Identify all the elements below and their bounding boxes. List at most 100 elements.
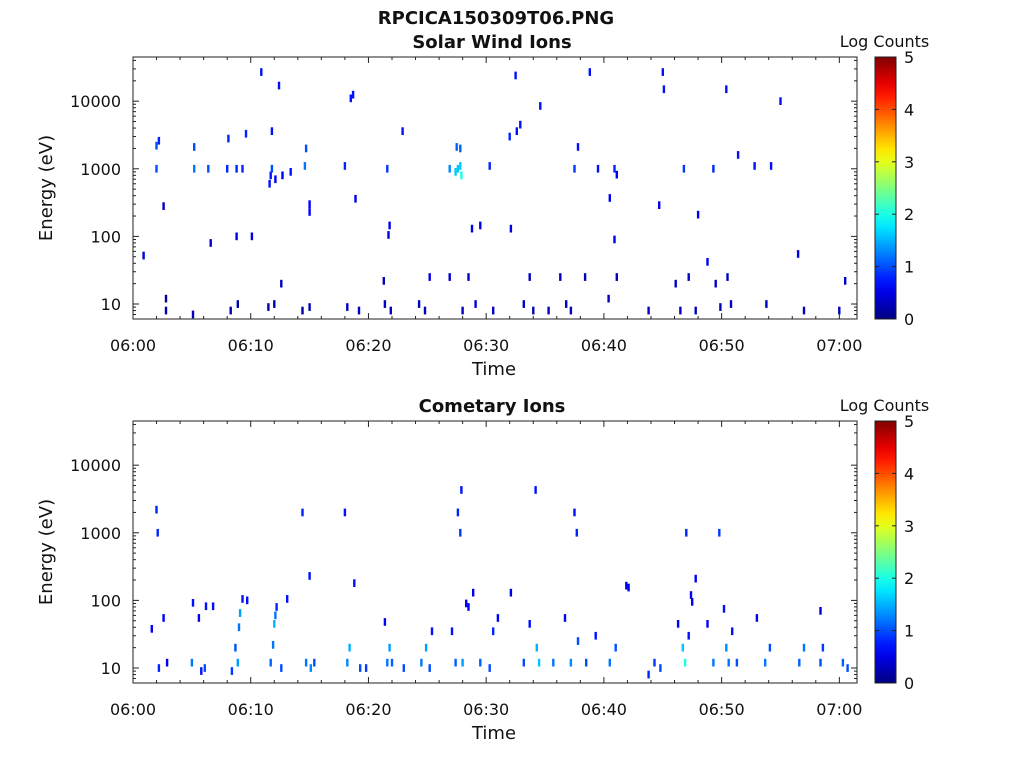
y-axis-label: Energy (eV): [36, 499, 57, 605]
heatmap-cell: [585, 658, 588, 667]
heatmap-cell: [683, 658, 687, 667]
heatmap-cell: [273, 620, 276, 628]
heatmap-cell: [274, 611, 277, 620]
heatmap-cell: [731, 627, 734, 636]
heatmap-cell: [193, 143, 196, 151]
heatmap-cell: [687, 631, 690, 640]
x-tick-label: 06:30: [463, 336, 509, 355]
heatmap-cell: [428, 273, 431, 281]
x-tick-label: 06:10: [228, 336, 274, 355]
plot-frame: [132, 56, 858, 320]
heatmap-cell: [658, 201, 661, 209]
x-axis-label: Time: [471, 359, 516, 380]
heatmap-cell: [456, 164, 460, 173]
heatmap-cell: [390, 658, 394, 667]
heatmap-cell: [313, 658, 316, 667]
panel-title: Cometary Ions: [419, 396, 566, 417]
heatmap-cell: [537, 658, 541, 667]
heatmap-cell: [725, 643, 728, 652]
colorbar-tick-label: 1: [904, 622, 914, 641]
heatmap-cell: [573, 164, 576, 173]
heatmap-cell: [269, 658, 272, 667]
colorbar-tick-label: 2: [904, 205, 914, 224]
heatmap-cell: [474, 300, 477, 308]
heatmap-cell: [718, 528, 721, 537]
heatmap-cell: [674, 279, 677, 288]
heatmap-cell: [204, 602, 208, 611]
colorbar-tick-label: 4: [904, 464, 914, 483]
y-axis: 10 100 1000 10000: [70, 59, 857, 320]
heatmap-cell: [236, 658, 239, 667]
heatmap-cell: [470, 224, 474, 233]
colorbar-label: Log Counts: [840, 32, 930, 51]
heatmap-cell: [191, 599, 195, 607]
heatmap-cell: [343, 162, 347, 170]
heatmap-cell: [454, 168, 457, 176]
heatmap-cell: [162, 614, 165, 622]
heatmap-cell: [417, 300, 421, 308]
heatmap-cell: [155, 164, 158, 173]
heatmap-cell: [308, 303, 311, 311]
heatmap-cell: [364, 664, 368, 672]
heatmap-cell: [301, 306, 304, 315]
heatmap-cell: [712, 164, 715, 173]
heatmap-cell: [547, 306, 550, 315]
heatmap-cell: [706, 620, 709, 628]
heatmap-cell: [289, 168, 292, 176]
colorbar-label: Log Counts: [840, 396, 930, 415]
heatmap-cell: [522, 658, 525, 667]
heatmap-cell: [647, 306, 650, 315]
heatmap-cell: [614, 643, 617, 652]
heatmap-cell: [725, 85, 728, 94]
heatmap-cell: [238, 609, 242, 617]
heatmap-cell: [627, 583, 630, 592]
heatmap-cell: [423, 306, 427, 315]
heatmap-cell: [280, 664, 283, 672]
colorbar-tick-label: 1: [904, 258, 914, 277]
heatmap-cell: [382, 277, 385, 285]
heatmap-cell: [448, 273, 451, 281]
panel-title: Solar Wind Ions: [412, 32, 571, 53]
heatmap-cell: [736, 151, 740, 159]
heatmap-cell: [268, 179, 271, 188]
heatmap-cell: [164, 306, 168, 315]
heatmap-cell: [479, 221, 482, 230]
y-axis: 10 100 1000 10000: [70, 423, 857, 684]
heatmap-cell: [719, 303, 722, 311]
x-tick-label: 06:50: [699, 700, 745, 719]
heatmap-cell: [155, 505, 158, 514]
y-tick-label: 10000: [70, 456, 121, 475]
heatmap-cell: [679, 306, 682, 315]
heatmap-cell: [456, 508, 460, 517]
heatmap-cell: [346, 303, 349, 311]
heatmap-cell: [509, 224, 513, 233]
heatmap-cells: [150, 486, 849, 679]
heatmap-cell: [155, 141, 158, 150]
heatmap-cell: [383, 300, 387, 308]
heatmap-cell: [694, 574, 697, 583]
heatmap-cell: [165, 658, 169, 667]
heatmap-cell: [164, 294, 168, 303]
heatmap-cell: [522, 300, 525, 308]
heatmap-cell: [200, 667, 203, 675]
y-tick-label: 100: [90, 227, 121, 246]
heatmap-cell: [349, 94, 352, 103]
heatmap-cell: [539, 102, 542, 110]
heatmap-cell: [275, 603, 278, 611]
heatmap-cell: [819, 607, 822, 615]
heatmap-cell: [203, 664, 206, 672]
y-tick-label: 100: [90, 591, 121, 610]
heatmap-cell: [191, 310, 195, 319]
colorbar-tick-label: 5: [904, 412, 914, 431]
heatmap-cell: [244, 129, 248, 138]
heatmap-cell: [769, 162, 773, 170]
heatmap-cell: [353, 579, 356, 587]
heatmap-cell: [354, 194, 357, 203]
heatmap-cell: [661, 68, 664, 76]
heatmap-cell: [308, 208, 311, 216]
heatmap-cell: [383, 618, 387, 626]
heatmap-cell: [576, 637, 580, 645]
